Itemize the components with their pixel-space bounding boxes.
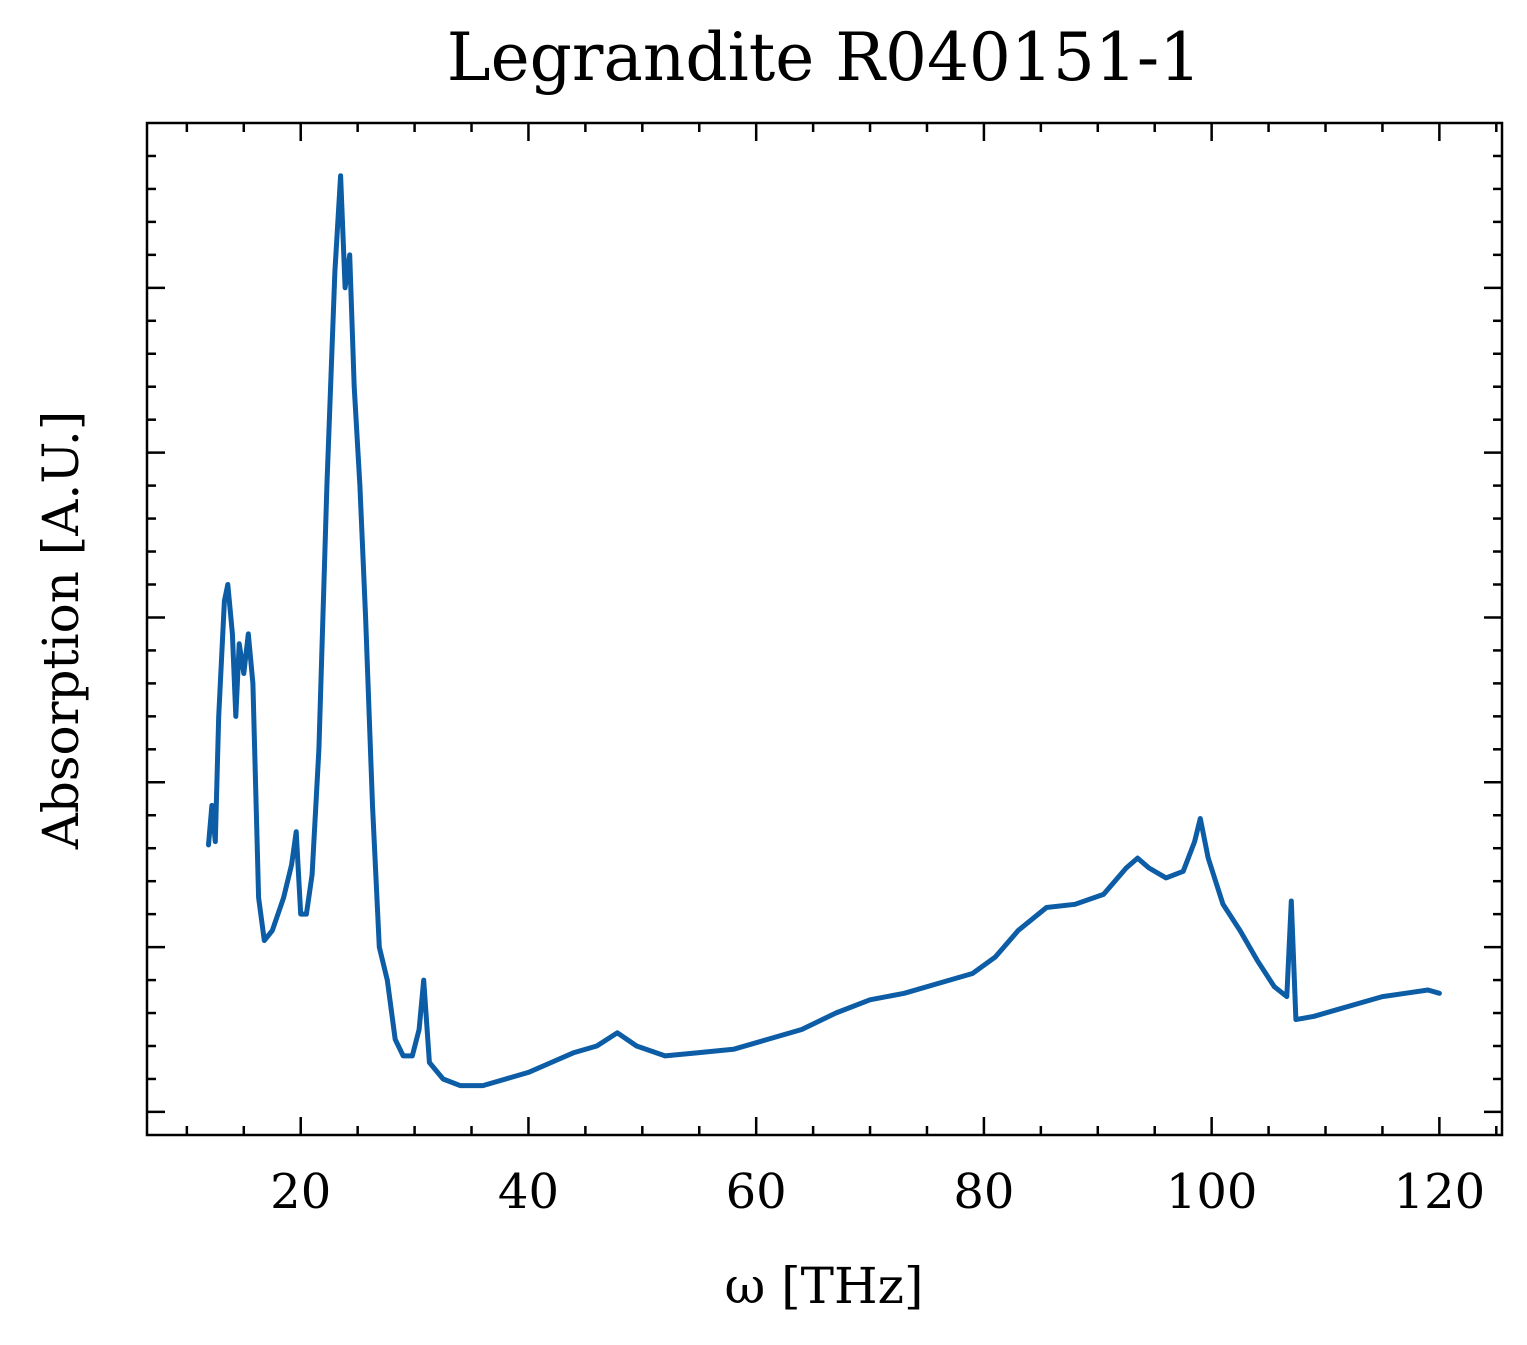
x-tick-labels: 20 40 60 80 100 120 (270, 1164, 1485, 1220)
x-tick-label: 120 (1394, 1164, 1486, 1220)
x-axis-label: ω [THz] (725, 1257, 924, 1315)
x-tick-label: 100 (1166, 1164, 1258, 1220)
y-axis-label: Absorption [A.U.] (32, 411, 90, 851)
chart-title: Legrandite R040151-1 (447, 19, 1201, 96)
x-tick-label: 60 (726, 1164, 787, 1220)
x-tick-label: 20 (270, 1164, 331, 1220)
x-tick-label: 80 (953, 1164, 1014, 1220)
x-tick-label: 40 (498, 1164, 559, 1220)
series-line (209, 176, 1440, 1086)
